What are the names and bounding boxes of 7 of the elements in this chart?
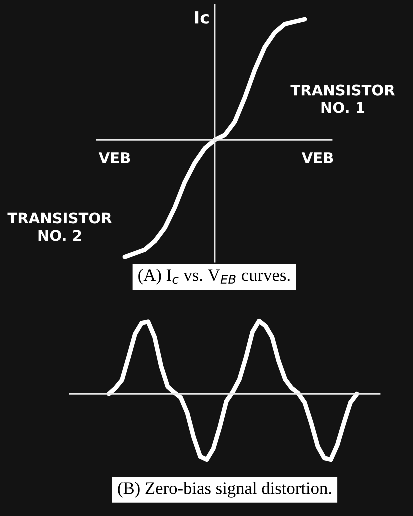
y-axis-title: Ic (195, 12, 209, 24)
annotation: TRANSISTOR NO. 1 (290, 84, 396, 114)
text: (B) Zero-bias signal distortion. (118, 482, 332, 498)
annotation: VEB (98, 152, 130, 164)
text: (A) I$_{c}$ vs. V$_{EB}$ curves. (138, 269, 290, 285)
annotation: VEB (302, 152, 334, 164)
text: TRANSISTOR NO. 2 (8, 212, 112, 242)
